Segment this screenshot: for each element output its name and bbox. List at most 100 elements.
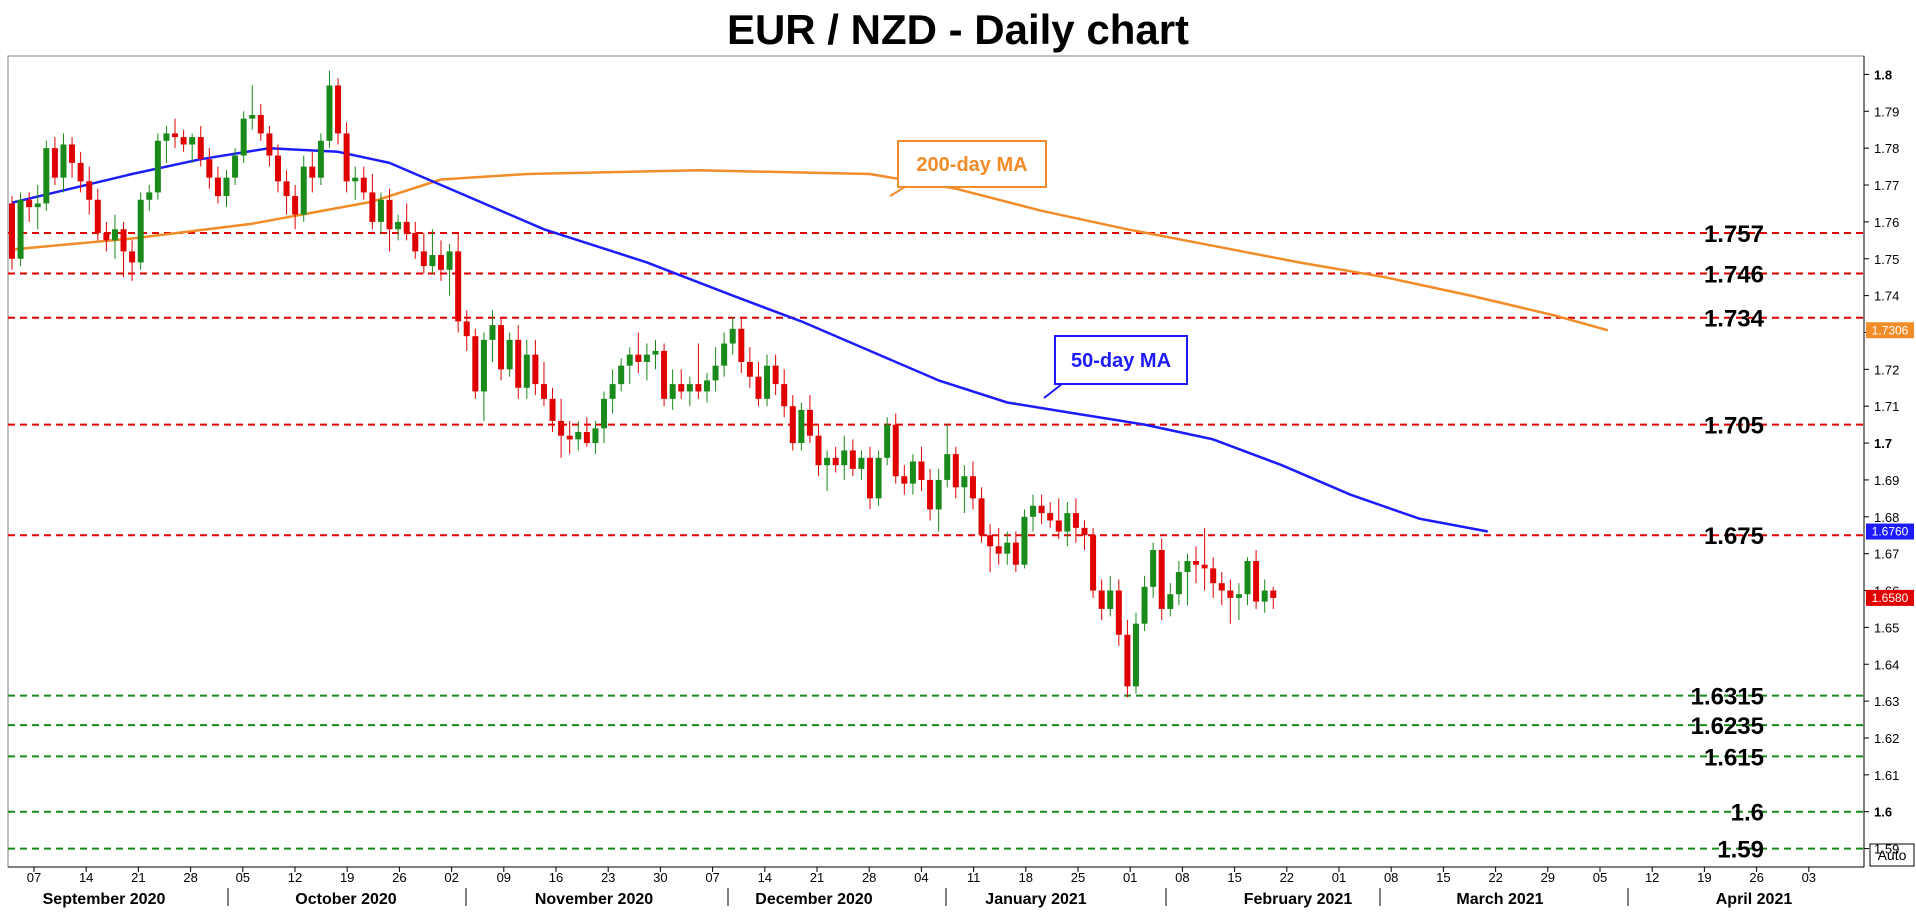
x-tick-label: 14	[79, 870, 93, 885]
y-tick-label: 1.63	[1874, 694, 1899, 709]
candle-body	[1270, 590, 1277, 598]
candle-body	[1210, 568, 1217, 584]
candle-body	[1201, 564, 1208, 569]
candle-body	[120, 229, 127, 252]
candle-body	[669, 384, 676, 399]
candle-body	[154, 140, 161, 193]
candle-body	[575, 432, 582, 440]
candle-body	[1030, 505, 1037, 517]
candle-body	[875, 457, 882, 499]
candle-body	[403, 221, 410, 233]
auto-scale-label: Auto	[1878, 847, 1907, 863]
x-tick-label: 14	[758, 870, 772, 885]
y-tick-label: 1.67	[1874, 547, 1899, 562]
candle-body	[772, 365, 779, 385]
candle-body	[257, 114, 264, 134]
candle-body	[249, 114, 256, 119]
candle-body	[935, 479, 942, 510]
candle-body	[1047, 513, 1054, 521]
candle-body	[583, 432, 590, 444]
month-label: September 2020	[43, 891, 166, 908]
ma200-line	[11, 169, 1609, 332]
auto-scale-button[interactable]	[1869, 843, 1915, 867]
candle-body	[352, 177, 359, 182]
y-tick-label: 1.74	[1874, 289, 1899, 304]
x-tick-label: 25	[1071, 870, 1085, 885]
candle-body	[1132, 623, 1139, 687]
candle-body	[498, 325, 505, 370]
candle-body	[678, 384, 685, 392]
candle-body	[927, 479, 934, 510]
candle-body	[867, 457, 873, 499]
candle-body	[995, 546, 1002, 554]
candle-body	[274, 155, 281, 182]
x-tick-label: 26	[1749, 870, 1763, 885]
candle-body	[601, 398, 608, 429]
candle-body	[1175, 572, 1182, 595]
x-tick-label: 21	[131, 870, 145, 885]
candle-body	[523, 354, 530, 388]
candle-body	[1218, 583, 1225, 591]
candle-body	[94, 199, 101, 233]
candle-body	[789, 406, 796, 444]
x-tick-label: 04	[914, 870, 928, 885]
candle-body	[987, 535, 994, 547]
month-label: March 2021	[1456, 891, 1543, 908]
candle-body	[643, 354, 650, 362]
y-tick-label: 1.65	[1874, 620, 1899, 635]
candle-body	[892, 424, 899, 477]
x-tick-label: 21	[810, 870, 824, 885]
x-tick-label: 12	[1645, 870, 1659, 885]
candle-body	[51, 148, 58, 178]
month-label: April 2021	[1716, 891, 1793, 908]
x-tick-label: 12	[288, 870, 302, 885]
candle-body	[214, 177, 221, 197]
candle-body	[172, 133, 179, 138]
ma50-callout	[1043, 383, 1063, 399]
candle-body	[841, 450, 848, 466]
candle-body	[506, 339, 513, 370]
x-tick-label: 09	[497, 870, 511, 885]
candle-body	[1115, 590, 1122, 635]
candle-body	[1090, 535, 1097, 591]
candle-body	[472, 336, 479, 392]
candle-body	[360, 177, 367, 193]
month-label: October 2020	[295, 891, 396, 908]
x-tick-label: 28	[183, 870, 197, 885]
level-label: 1.6	[1731, 800, 1764, 827]
candle-body	[909, 461, 916, 484]
candle-body	[1150, 549, 1157, 587]
y-tick-label: 1.68	[1874, 510, 1899, 525]
chart-title: EUR / NZD - Daily chart	[727, 6, 1189, 53]
candle-body	[703, 380, 710, 392]
candle-body	[738, 328, 745, 362]
candle-body	[978, 498, 985, 536]
candle-body	[429, 255, 436, 267]
candle-body	[189, 137, 196, 145]
x-tick-label: 15	[1227, 870, 1241, 885]
price-flag	[1866, 523, 1914, 540]
candle-body	[455, 251, 462, 322]
candle-body	[343, 133, 350, 182]
candle-body	[1158, 549, 1165, 609]
candle-body	[420, 251, 427, 267]
level-label: 1.746	[1704, 261, 1764, 288]
candle-body	[532, 354, 539, 385]
ma50-line	[11, 146, 1489, 533]
candle-body	[17, 199, 24, 259]
level-label: 1.6235	[1691, 713, 1764, 740]
candle-body	[609, 384, 616, 399]
candle-body	[386, 199, 393, 230]
x-tick-label: 07	[27, 870, 41, 885]
level-label: 1.615	[1704, 744, 1764, 771]
candle-body	[180, 137, 187, 145]
candle-body	[1253, 561, 1260, 602]
candle-body	[1184, 561, 1191, 573]
y-tick-label: 1.71	[1874, 399, 1899, 414]
candle-body	[721, 343, 728, 366]
candle-body	[1055, 520, 1062, 532]
moving-averages	[11, 146, 1609, 533]
x-tick-label: 18	[1019, 870, 1033, 885]
candle-body	[1038, 505, 1045, 514]
candle-body	[197, 137, 204, 160]
